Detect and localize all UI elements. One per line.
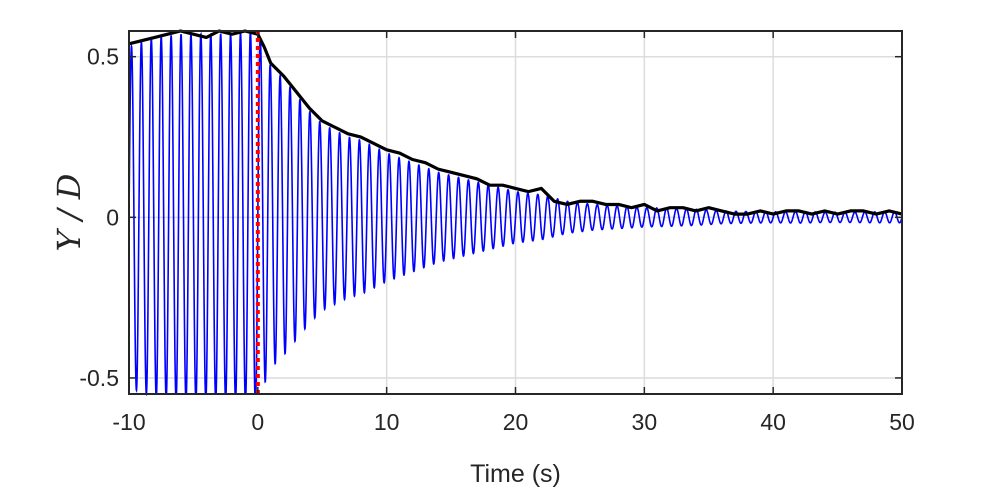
y-axis-label: Y / D <box>50 174 88 252</box>
x-tick-labels: -10 0 10 20 30 40 50 <box>112 409 914 435</box>
x-tick-label: 20 <box>503 409 529 435</box>
x-tick-label: 30 <box>632 409 658 435</box>
y-tick-labels: -0.5 0 0.5 <box>79 44 119 391</box>
y-tick-label: -0.5 <box>79 365 119 391</box>
y-tick-label: 0.5 <box>87 44 119 70</box>
x-axis-label: Time (s) <box>470 460 561 488</box>
x-tick-label: -10 <box>112 409 145 435</box>
envelope-series-line <box>128 29 903 216</box>
x-tick-label: 40 <box>760 409 786 435</box>
ticks <box>128 31 903 394</box>
y-tick-label: 0 <box>106 204 119 230</box>
series-layer <box>128 29 903 397</box>
x-tick-label: 0 <box>251 409 264 435</box>
x-tick-label: 10 <box>374 409 400 435</box>
x-tick-label: 50 <box>889 409 915 435</box>
